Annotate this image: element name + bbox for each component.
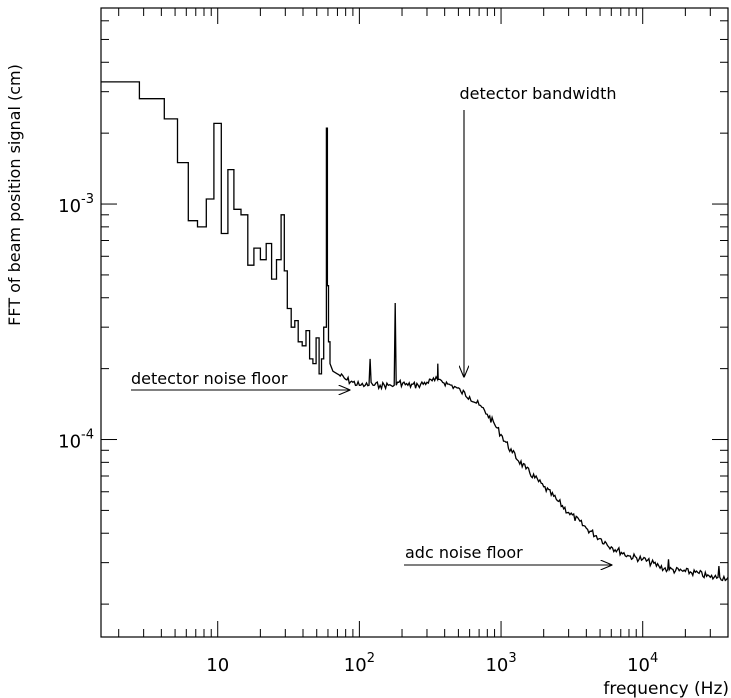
y-axis-label: FFT of beam position signal (cm) xyxy=(5,64,24,326)
x-tick-label: 103 xyxy=(485,651,516,676)
tick-labels: 10 102 103 104 10-3 10-4 xyxy=(58,192,658,676)
plot-frame xyxy=(100,7,729,638)
x-tick-label: 10 xyxy=(206,655,229,676)
annotations: detector bandwidth detector noise floor ad… xyxy=(131,84,617,565)
annotation-label: detector noise floor xyxy=(131,369,288,388)
series-line xyxy=(101,81,729,582)
annotation-label: detector bandwidth xyxy=(460,84,617,103)
x-tick-label: 102 xyxy=(344,651,375,676)
axis-ticks xyxy=(101,8,729,637)
y-tick-label: 10-4 xyxy=(58,428,94,453)
x-tick-label: 104 xyxy=(627,651,658,676)
y-tick-label: 10-3 xyxy=(58,192,94,217)
x-axis-label: frequency (Hz) xyxy=(603,679,729,698)
annotation-label: adc noise floor xyxy=(405,543,523,562)
